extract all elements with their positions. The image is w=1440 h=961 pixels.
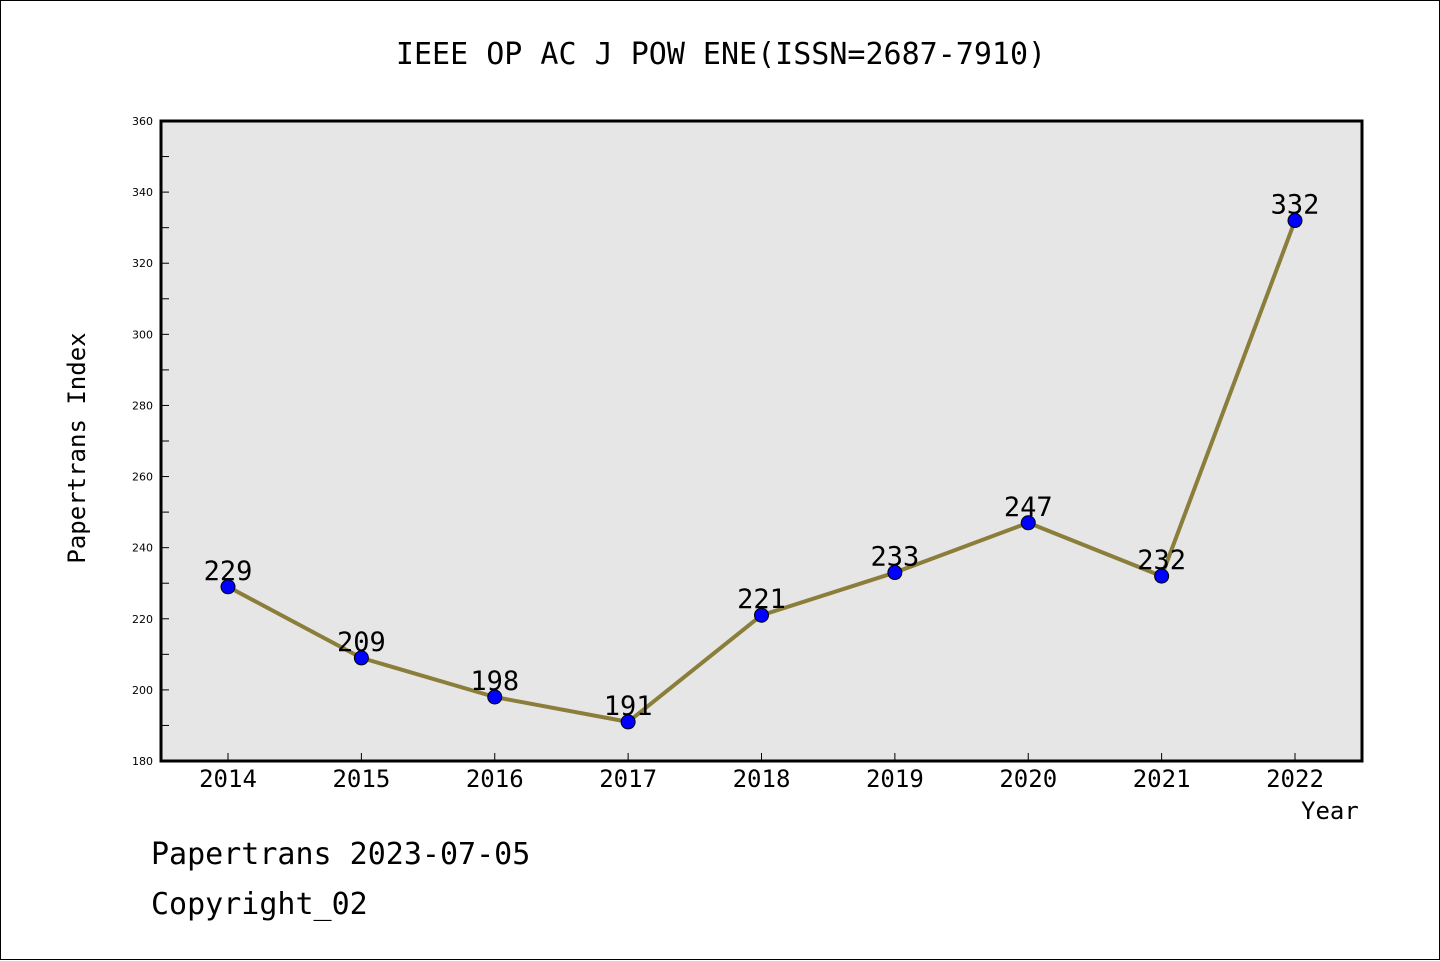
data-label: 221	[737, 584, 786, 615]
y-tick-label: 260	[132, 471, 153, 484]
chart-title: IEEE OP AC J POW ENE(ISSN=2687-7910)	[395, 37, 1047, 72]
y-tick-label: 200	[132, 684, 153, 697]
x-tick-label: 2014	[199, 765, 257, 793]
x-axis-ticks: 2014 2015 2016 2017 2018 2019 2020 2021 2022	[199, 753, 1324, 793]
y-tick-label: 340	[132, 186, 153, 199]
data-point	[487, 689, 503, 705]
plot-area	[161, 121, 1362, 761]
x-tick-label: 2016	[466, 765, 524, 793]
y-tick-label: 220	[132, 613, 153, 626]
data-point	[754, 607, 769, 623]
x-tick-label: 2015	[332, 765, 390, 793]
x-axis-label: Year	[1301, 797, 1359, 825]
footer-source: Papertrans 2023-07-05	[151, 837, 531, 872]
data-point	[1287, 213, 1303, 229]
footer-copyright: Copyright_02	[151, 887, 368, 922]
data-point	[887, 565, 903, 581]
data-label: 198	[470, 666, 519, 697]
x-tick-label: 2017	[599, 765, 657, 793]
y-tick-label: 300	[132, 328, 153, 341]
y-tick-label: 180	[132, 755, 153, 768]
data-point	[1020, 515, 1036, 531]
x-tick-label: 2019	[866, 765, 924, 793]
data-label: 332	[1271, 190, 1320, 221]
series-layer	[220, 213, 1303, 730]
data-point	[620, 714, 636, 730]
data-label: 232	[1137, 545, 1186, 576]
data-labels-layer: 229 209 198 191 221 233 247 232 332	[204, 190, 1320, 722]
x-tick-label: 2022	[1266, 765, 1324, 793]
data-label: 247	[1004, 492, 1053, 523]
x-tick-label: 2020	[999, 765, 1057, 793]
plot-border	[159, 119, 1364, 763]
data-label: 233	[870, 542, 919, 573]
data-point	[353, 650, 369, 666]
data-label: 209	[337, 627, 386, 658]
x-tick-label: 2021	[1133, 765, 1191, 793]
data-point	[220, 579, 236, 595]
y-axis-ticks: 180 200 220 240 260 280 300 320 340 360	[132, 115, 169, 768]
data-point	[1154, 568, 1170, 584]
x-tick-label: 2018	[733, 765, 791, 793]
data-label: 229	[204, 556, 253, 587]
y-tick-label: 320	[132, 257, 153, 270]
data-label: 191	[604, 691, 653, 722]
y-tick-label: 240	[132, 542, 153, 555]
y-tick-label: 360	[132, 115, 153, 128]
y-tick-label: 280	[132, 399, 153, 412]
